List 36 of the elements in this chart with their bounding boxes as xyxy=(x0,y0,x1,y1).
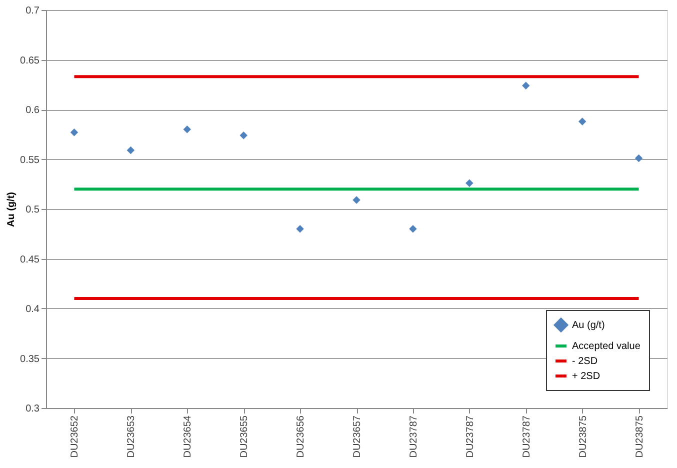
x-tick-label: DU23875 xyxy=(634,415,646,458)
x-tick-label: DU23655 xyxy=(239,415,250,458)
y-tick-label: 0.4 xyxy=(26,304,40,315)
x-tick-label: DU23875 xyxy=(578,415,589,458)
point xyxy=(126,146,135,154)
point xyxy=(578,118,586,126)
legend-label: + 2SD xyxy=(572,371,600,382)
legend-label: - 2SD xyxy=(572,356,598,367)
point xyxy=(183,126,192,134)
point xyxy=(70,128,78,136)
x-tick-label: DU23653 xyxy=(126,415,138,458)
x-tick-label: DU23787 xyxy=(408,415,420,458)
y-tick-label: 0.35 xyxy=(20,354,40,365)
y-tick-label: 0.5 xyxy=(26,204,40,216)
point xyxy=(409,225,417,233)
point xyxy=(466,179,474,188)
y-tick-label: 0.55 xyxy=(20,154,40,166)
point xyxy=(634,154,643,162)
x-tick-label: DU23657 xyxy=(352,415,363,458)
y-tick-label: 0.3 xyxy=(26,404,40,414)
x-tick-label: DU23787 xyxy=(464,415,476,458)
y-tick-label: 0.65 xyxy=(20,55,40,66)
legend-label: Au (g/t) xyxy=(572,320,605,331)
x-tick-label: DU23656 xyxy=(296,415,307,458)
point xyxy=(296,225,304,233)
y-tick-label: 0.7 xyxy=(26,6,40,16)
point xyxy=(352,196,360,204)
point xyxy=(522,82,530,90)
y-tick-label: 0.45 xyxy=(20,254,40,266)
point xyxy=(240,131,248,140)
x-tick-label: DU23787 xyxy=(521,415,532,458)
x-tick-label: DU23652 xyxy=(70,415,81,458)
y-tick-label: 0.6 xyxy=(26,105,40,116)
legend-label: Accepted value xyxy=(572,341,641,352)
y-axis-title: Au (g/t) xyxy=(6,192,18,227)
x-tick-label: DU23654 xyxy=(182,415,194,458)
